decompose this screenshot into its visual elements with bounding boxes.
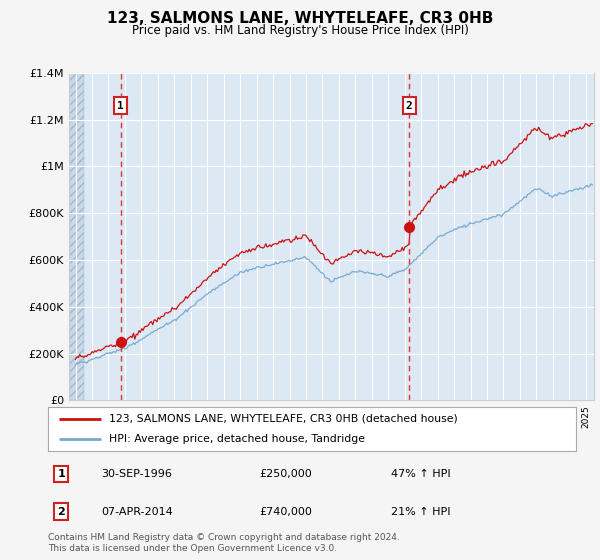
- Text: £250,000: £250,000: [259, 469, 312, 479]
- Bar: [69, 73, 84, 400]
- Bar: [69, 73, 84, 400]
- Text: 123, SALMONS LANE, WHYTELEAFE, CR3 0HB: 123, SALMONS LANE, WHYTELEAFE, CR3 0HB: [107, 11, 493, 26]
- Text: Price paid vs. HM Land Registry's House Price Index (HPI): Price paid vs. HM Land Registry's House …: [131, 24, 469, 36]
- Text: 21% ↑ HPI: 21% ↑ HPI: [391, 507, 451, 516]
- Text: 123, SALMONS LANE, WHYTELEAFE, CR3 0HB (detached house): 123, SALMONS LANE, WHYTELEAFE, CR3 0HB (…: [109, 414, 457, 424]
- Text: 30-SEP-1996: 30-SEP-1996: [101, 469, 172, 479]
- Text: 2: 2: [406, 101, 413, 110]
- Text: 07-APR-2014: 07-APR-2014: [101, 507, 173, 516]
- Text: 1: 1: [58, 469, 65, 479]
- Text: Contains HM Land Registry data © Crown copyright and database right 2024.
This d: Contains HM Land Registry data © Crown c…: [48, 533, 400, 553]
- Text: 1: 1: [118, 101, 124, 110]
- Text: 47% ↑ HPI: 47% ↑ HPI: [391, 469, 451, 479]
- Text: £740,000: £740,000: [259, 507, 312, 516]
- Text: HPI: Average price, detached house, Tandridge: HPI: Average price, detached house, Tand…: [109, 434, 365, 444]
- Text: 2: 2: [58, 507, 65, 516]
